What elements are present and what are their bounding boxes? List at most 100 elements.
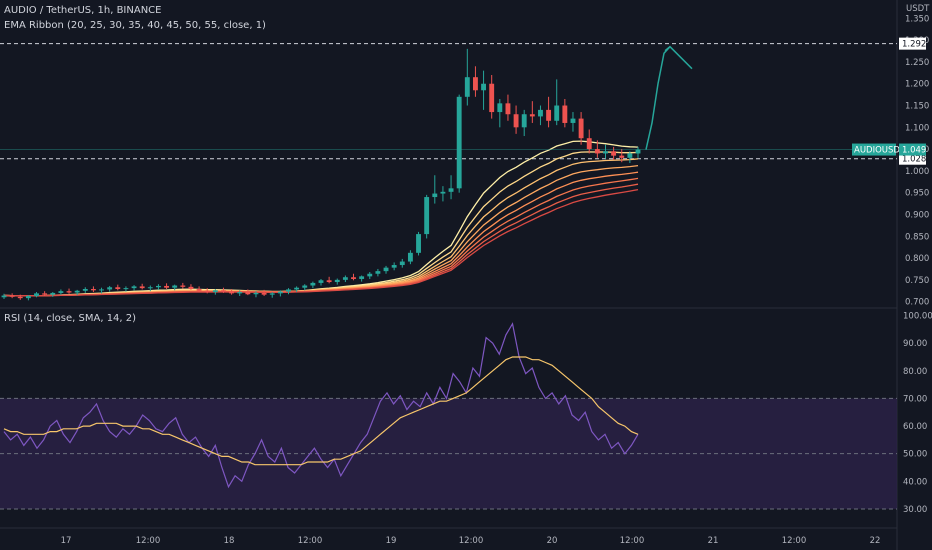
last-price-tag [899,143,926,156]
candle-body [9,295,15,297]
candle-body [375,271,381,274]
candle-body [529,114,535,117]
candle [456,94,462,193]
candle [180,282,186,289]
candle [196,286,202,293]
candle-body [367,273,373,277]
ema-ribbon-line-40 [3,171,639,297]
candle-body [82,289,88,291]
candle-body [326,280,332,283]
candle [1,293,7,300]
candle [99,287,104,294]
candle-body [25,295,31,299]
candle [570,112,576,132]
candle-body [359,276,365,279]
candle-body [131,286,137,289]
price-level-tag [899,37,926,50]
candle [416,231,421,256]
candle-body [139,286,145,289]
rsi-tick-label: 90.00 [903,339,927,349]
price-tick-label: 0.850 [905,232,929,242]
candle [277,290,283,297]
time-tick-label: 20 [547,536,558,546]
candle [611,146,617,160]
candle [603,144,608,159]
candle [188,284,194,290]
candle-body [164,285,170,288]
time-tick-label: 21 [708,536,719,546]
candle [497,98,503,128]
candle-body [383,267,389,272]
candle-body [627,153,633,158]
candle [489,75,495,119]
candle-body [196,289,202,291]
candle-body [50,292,56,295]
candle-body [115,287,121,290]
candle [302,284,308,291]
ema-ribbon-line-35 [3,164,639,297]
candle [440,186,446,202]
candle [221,287,226,293]
candle [172,284,178,291]
last-price-tag-text: 1.049 [902,146,926,156]
rsi-tick-label: 100.00 [903,312,932,322]
symbol-legend: AUDIO / TetherUS, 1h, BINANCE [4,5,162,16]
ema-ribbon-line-25 [3,151,639,297]
candle-body [538,109,543,117]
symbol-price-tag-text: AUDIOUSDT [854,146,906,156]
candle [294,286,300,293]
ema-ribbon-line-55 [3,188,639,297]
candle-body [586,138,592,150]
candle [481,70,487,110]
candle [334,278,340,285]
candle [586,129,592,154]
rsi-line [3,322,639,489]
candle-body [245,292,251,295]
candle [399,258,405,268]
rsi-ma-line [3,356,639,466]
time-tick-label: 12:00 [782,536,807,546]
candle [464,48,470,106]
price-tick-label: 1.150 [905,102,929,112]
candle-body [562,105,568,123]
candle-body [497,103,503,113]
rsi-tick-label: 80.00 [903,367,927,377]
candle [448,175,454,200]
candle-body [456,96,462,189]
candle [424,194,430,239]
price-level-tag-text: 1.292 [902,40,926,50]
candle [407,250,413,265]
candle [554,79,560,126]
candle [310,281,316,289]
candle-body [399,261,405,266]
candle [391,262,397,271]
candle [261,289,267,296]
candle-body [334,279,340,283]
price-tick-label: 1.250 [905,58,929,68]
candle [326,276,332,284]
time-tick-label: 12:00 [136,536,161,546]
candle [34,292,39,298]
candle [619,149,625,163]
candle [139,283,145,290]
candle [342,275,348,283]
projection-arrow-shaft [645,46,671,150]
candle [229,289,235,295]
price-tick-label: 1.100 [905,123,929,133]
candle-body [351,277,356,279]
candle-body [147,287,153,289]
candle-body [99,289,104,291]
time-tick-label: 22 [870,536,881,546]
candle-body [42,293,48,295]
rsi-tick-label: 70.00 [903,394,927,404]
candle-body [619,155,625,158]
candle [269,292,275,298]
candle [237,290,243,296]
rsi-tick-label: 50.00 [903,450,927,460]
candle-body [521,114,527,128]
candle-body [391,265,397,268]
candle-body [155,285,161,288]
candle [123,286,129,292]
candle [90,286,96,293]
